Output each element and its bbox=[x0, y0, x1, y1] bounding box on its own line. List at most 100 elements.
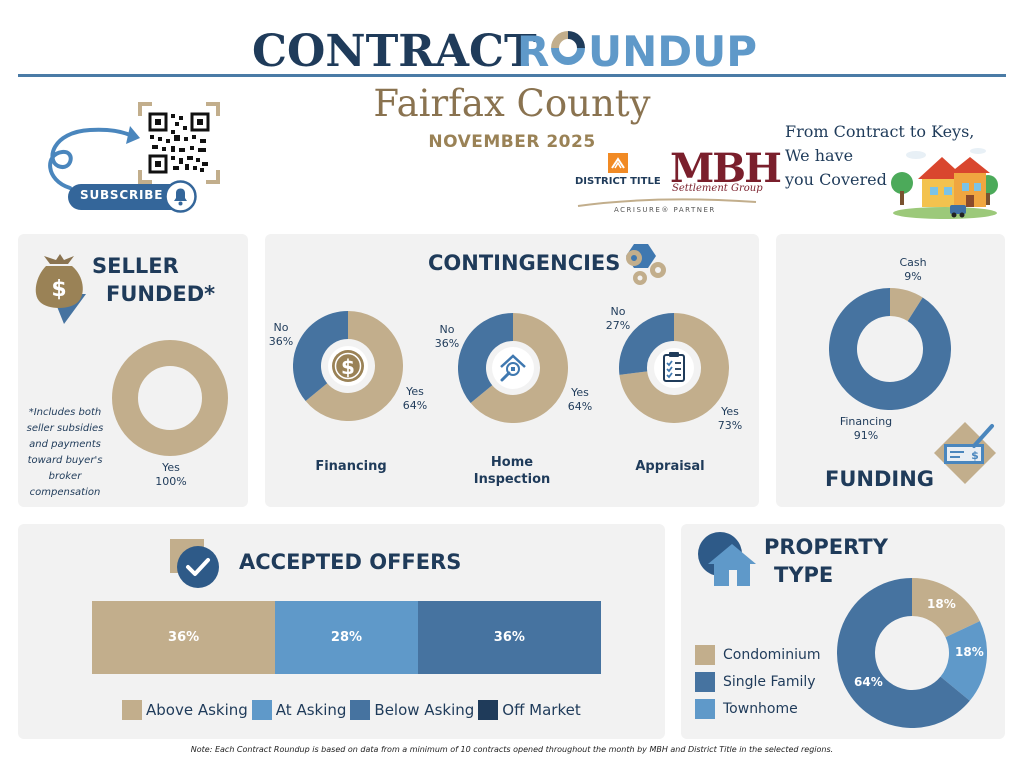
slice-label: Yes bbox=[571, 386, 589, 399]
svg-text:$: $ bbox=[971, 449, 979, 462]
donut-slice-no bbox=[619, 313, 675, 375]
checkmark-badge-icon bbox=[170, 539, 219, 588]
financing-yes-label: Yes 64% bbox=[400, 385, 430, 413]
district-title-logo: DISTRICT TITLE bbox=[575, 176, 661, 187]
tagline-line: We have bbox=[785, 146, 854, 165]
donut-slice-yes bbox=[112, 340, 228, 456]
seller-funded-donut bbox=[112, 340, 228, 456]
tagline-line: you Covered bbox=[785, 170, 887, 189]
bar-at-asking: 28% bbox=[275, 601, 418, 674]
funding-donut bbox=[829, 288, 951, 410]
slice-value: 100% bbox=[155, 475, 187, 488]
svg-text:$: $ bbox=[341, 355, 355, 379]
note-line: and payments bbox=[29, 439, 101, 450]
slice-label: Cash bbox=[899, 256, 927, 269]
funding-title: FUNDING bbox=[825, 467, 935, 491]
legend-swatch bbox=[695, 645, 715, 665]
appraisal-donut bbox=[619, 313, 729, 423]
county-name: Fairfax County bbox=[373, 82, 651, 125]
donut-slice-yes bbox=[619, 313, 729, 423]
subscribe-label: SUBSCRIBE bbox=[80, 188, 164, 202]
donut-slice-cash bbox=[889, 288, 923, 322]
note-line: *Includes both bbox=[28, 407, 102, 418]
accepted-offers-legend: Above Asking At Asking Below Asking Off … bbox=[122, 700, 581, 720]
title-roundup-rest: UNDUP bbox=[588, 27, 757, 74]
header-divider bbox=[18, 74, 1006, 77]
note-line: broker bbox=[48, 471, 82, 482]
clipboard-checklist-icon bbox=[654, 348, 694, 388]
legend-label: At Asking bbox=[275, 701, 347, 719]
donut-slice-no bbox=[458, 313, 514, 404]
footnote: Note: Each Contract Roundup is based on … bbox=[190, 745, 834, 754]
title-contract: CONTRACT bbox=[252, 26, 537, 74]
slice-label: No bbox=[273, 321, 289, 334]
legend-item: Single Family bbox=[695, 672, 820, 692]
district-title-logo-icon bbox=[608, 153, 628, 173]
qr-code-icon[interactable] bbox=[138, 102, 220, 184]
appraisal-yes-label: Yes 73% bbox=[715, 405, 745, 433]
legend-item: Below Asking bbox=[350, 700, 474, 720]
slice-value: 9% bbox=[904, 270, 922, 283]
legend-item: Off Market bbox=[478, 700, 581, 720]
legend-label: Below Asking bbox=[374, 701, 475, 719]
house-icon bbox=[698, 532, 756, 586]
note-line: seller subsidies bbox=[26, 423, 104, 434]
slice-value: 91% bbox=[853, 429, 879, 442]
slice-value: 27% bbox=[605, 319, 631, 332]
mbh-subtitle: Settlement Group bbox=[672, 183, 763, 194]
home-inspection-label-line1: Home bbox=[490, 455, 534, 470]
house-icon bbox=[891, 148, 998, 219]
slice-value: 36% bbox=[434, 337, 460, 350]
home-inspection-chart-label: Home Inspection bbox=[462, 454, 562, 488]
appraisal-chart-label: Appraisal bbox=[635, 459, 705, 474]
donut-slice-no bbox=[293, 311, 349, 402]
tagline: From Contract to Keys, We have you Cover… bbox=[785, 120, 995, 192]
donut-slice-financing bbox=[829, 288, 951, 410]
contingencies-title: CONTINGENCIES bbox=[428, 251, 621, 275]
note-line: compensation bbox=[29, 487, 101, 498]
legend-item: Condominium bbox=[695, 645, 820, 665]
funding-financing-label: Financing 91% bbox=[831, 415, 901, 443]
financing-donut bbox=[293, 311, 403, 421]
title-roundup-r: R bbox=[517, 27, 549, 74]
logo-swoosh bbox=[577, 198, 757, 207]
legend-swatch bbox=[478, 700, 499, 720]
property-type-donut bbox=[837, 578, 987, 728]
slice-value-townhome: 18% bbox=[955, 645, 984, 659]
page-title: CONTRACT R UNDUP bbox=[0, 22, 1024, 78]
legend-label: Townhome bbox=[723, 701, 798, 717]
curved-arrow-icon bbox=[48, 126, 140, 190]
funding-cash-label: Cash 9% bbox=[893, 256, 933, 284]
donut-slice-townhome bbox=[939, 621, 987, 701]
note-line: toward buyer's bbox=[27, 455, 103, 466]
dollar-coin-icon: $ bbox=[328, 346, 368, 386]
report-month: NOVEMBER 2025 bbox=[428, 132, 596, 152]
slice-value-single-family: 64% bbox=[854, 675, 883, 689]
gears-icon bbox=[626, 244, 666, 285]
slice-label: No bbox=[610, 305, 626, 318]
bar-above-asking: 36% bbox=[92, 601, 276, 674]
legend-swatch bbox=[695, 672, 715, 692]
tagline-line: From Contract to Keys, bbox=[785, 122, 975, 141]
financing-chart-label: Financing bbox=[315, 459, 387, 474]
appraisal-no-label: No 27% bbox=[603, 305, 633, 333]
slice-label: No bbox=[439, 323, 455, 336]
legend-item: Above Asking bbox=[122, 700, 248, 720]
financing-no-label: No 36% bbox=[266, 321, 296, 349]
donut-slice-yes bbox=[305, 311, 403, 421]
slice-label: Financing bbox=[839, 415, 893, 428]
acrisure-partner: ACRISURE® PARTNER bbox=[614, 206, 716, 214]
home-inspection-no-label: No 36% bbox=[432, 323, 462, 351]
slice-label: Yes bbox=[162, 461, 180, 474]
svg-text:$: $ bbox=[51, 277, 66, 302]
legend-label: Single Family bbox=[723, 674, 816, 690]
donut-slice-condominium bbox=[911, 578, 980, 639]
seller-funded-title-line2: FUNDED* bbox=[106, 282, 216, 306]
legend-label: Off Market bbox=[502, 701, 581, 719]
legend-swatch bbox=[251, 700, 272, 720]
bell-icon[interactable] bbox=[164, 180, 197, 213]
mbh-logo: MBH bbox=[670, 145, 782, 192]
home-inspection-donut bbox=[458, 313, 568, 423]
roundup-o-icon bbox=[551, 31, 585, 65]
donut-slice-single-family bbox=[837, 578, 970, 728]
